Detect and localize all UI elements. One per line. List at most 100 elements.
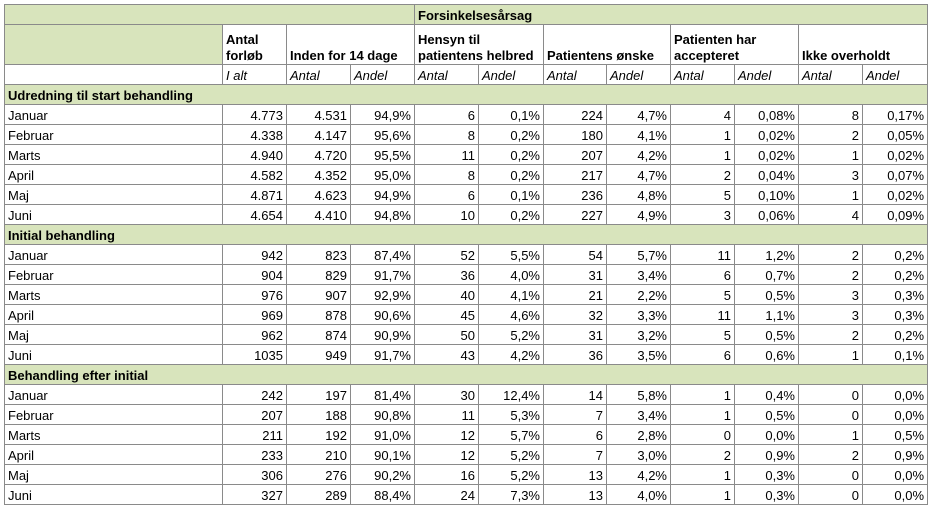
value-cell: 1 bbox=[670, 384, 735, 405]
value-cell: 0,2% bbox=[861, 324, 929, 345]
value-cell: 7 bbox=[543, 444, 607, 465]
value-cell: 3,4% bbox=[606, 264, 671, 285]
section-header: Initial behandling bbox=[3, 224, 929, 245]
value-cell: 0,10% bbox=[734, 184, 799, 205]
value-cell: 14 bbox=[543, 384, 607, 405]
month-cell: Marts bbox=[4, 144, 223, 165]
value-cell: 4.623 bbox=[286, 184, 351, 205]
value-cell: 4.654 bbox=[222, 204, 287, 225]
value-cell: 4,7% bbox=[606, 164, 671, 185]
value-cell: 90,9% bbox=[350, 324, 415, 345]
value-cell: 0 bbox=[798, 464, 863, 485]
month-cell: April bbox=[4, 304, 223, 325]
value-cell: 40 bbox=[414, 284, 479, 305]
table-row: Marts 976 907 92,9% 40 4,1% 21 2,2% 5 0,5% 3 0,3% bbox=[4, 284, 929, 305]
value-cell: 90,2% bbox=[350, 464, 415, 485]
value-cell: 4,0% bbox=[606, 484, 671, 505]
value-cell: 236 bbox=[543, 184, 607, 205]
value-cell: 1,1% bbox=[734, 304, 799, 325]
value-cell: 10 bbox=[414, 204, 479, 225]
value-cell: 3 bbox=[798, 304, 863, 325]
month-cell: Januar bbox=[4, 244, 223, 265]
table-row: Forsinkelsesårsag bbox=[4, 4, 929, 25]
value-cell: 1 bbox=[670, 484, 735, 505]
value-cell: 0,4% bbox=[734, 384, 799, 405]
value-cell: 2 bbox=[798, 264, 863, 285]
value-cell: 4,2% bbox=[606, 464, 671, 485]
value-cell: 942 bbox=[222, 244, 287, 265]
section-header: Behandling efter initial bbox=[3, 364, 929, 385]
value-cell: 3,2% bbox=[606, 324, 671, 345]
value-cell: 2 bbox=[798, 324, 863, 345]
value-cell: 1035 bbox=[222, 344, 287, 365]
value-cell: 43 bbox=[414, 344, 479, 365]
value-cell: 3 bbox=[798, 284, 863, 305]
value-cell: 81,4% bbox=[350, 384, 415, 405]
value-cell: 90,1% bbox=[350, 444, 415, 465]
value-cell: 4.720 bbox=[286, 144, 351, 165]
value-cell: 210 bbox=[286, 444, 351, 465]
value-cell: 0,2% bbox=[861, 244, 929, 265]
value-cell: 4,1% bbox=[606, 124, 671, 145]
subcolumn-header: Andel bbox=[350, 64, 415, 85]
value-cell: 0,3% bbox=[734, 464, 799, 485]
value-cell: 4,1% bbox=[478, 284, 544, 305]
value-cell: 0,3% bbox=[734, 484, 799, 505]
value-cell: 0,08% bbox=[734, 104, 799, 125]
value-cell: 8 bbox=[798, 104, 863, 125]
value-cell: 95,0% bbox=[350, 164, 415, 185]
value-cell: 45 bbox=[414, 304, 479, 325]
value-cell: 2 bbox=[798, 444, 863, 465]
value-cell: 1 bbox=[670, 404, 735, 425]
value-cell: 0,06% bbox=[734, 204, 799, 225]
value-cell: 242 bbox=[222, 384, 287, 405]
header-title: Forsinkelsesårsag bbox=[413, 4, 929, 25]
value-cell: 30 bbox=[414, 384, 479, 405]
table-body: Forsinkelsesårsag Antal forløb Inden for 1… bbox=[3, 4, 929, 505]
value-cell: 4 bbox=[798, 204, 863, 225]
value-cell: 0,09% bbox=[861, 204, 929, 225]
column-header: Hensyn til patientens helbred bbox=[414, 24, 544, 65]
value-cell: 11 bbox=[670, 244, 735, 265]
value-cell: 5,5% bbox=[478, 244, 544, 265]
value-cell: 233 bbox=[222, 444, 287, 465]
value-cell: 11 bbox=[414, 404, 479, 425]
value-cell: 13 bbox=[543, 484, 607, 505]
table-row: Juni 327 289 88,4% 24 7,3% 13 4,0% 1 0,3% 0 0,0% bbox=[4, 484, 929, 505]
value-cell: 0,02% bbox=[734, 124, 799, 145]
value-cell: 4.871 bbox=[222, 184, 287, 205]
subcolumn-header: Andel bbox=[734, 64, 799, 85]
value-cell: 36 bbox=[543, 344, 607, 365]
value-cell: 0,02% bbox=[734, 144, 799, 165]
value-cell: 94,9% bbox=[350, 104, 415, 125]
table-row: Juni 1035 949 91,7% 43 4,2% 36 3,5% 6 0,6% 1 0,1% bbox=[4, 344, 929, 365]
header-blank bbox=[4, 4, 415, 25]
value-cell: 217 bbox=[543, 164, 607, 185]
month-cell: Juni bbox=[4, 484, 223, 505]
value-cell: 90,6% bbox=[350, 304, 415, 325]
value-cell: 21 bbox=[543, 284, 607, 305]
month-cell: Februar bbox=[4, 264, 223, 285]
subcolumn-header: Andel bbox=[606, 64, 671, 85]
value-cell: 5 bbox=[670, 184, 735, 205]
value-cell: 0,2% bbox=[478, 144, 544, 165]
value-cell: 4 bbox=[670, 104, 735, 125]
value-cell: 3,3% bbox=[606, 304, 671, 325]
value-cell: 4.147 bbox=[286, 124, 351, 145]
column-header: Patienten har accepteret bbox=[670, 24, 799, 65]
month-cell: Maj bbox=[4, 324, 223, 345]
value-cell: 4,8% bbox=[606, 184, 671, 205]
value-cell: 8 bbox=[414, 124, 479, 145]
month-cell: Marts bbox=[4, 424, 223, 445]
value-cell: 0,7% bbox=[734, 264, 799, 285]
value-cell: 4.940 bbox=[222, 144, 287, 165]
table-row: April 969 878 90,6% 45 4,6% 32 3,3% 11 1,1% 3 0,3% bbox=[4, 304, 929, 325]
value-cell: 4,2% bbox=[606, 144, 671, 165]
month-cell: Januar bbox=[4, 104, 223, 125]
value-cell: 5,2% bbox=[478, 444, 544, 465]
value-cell: 31 bbox=[543, 324, 607, 345]
value-cell: 0,2% bbox=[478, 164, 544, 185]
value-cell: 3,5% bbox=[606, 344, 671, 365]
value-cell: 0,0% bbox=[861, 384, 929, 405]
